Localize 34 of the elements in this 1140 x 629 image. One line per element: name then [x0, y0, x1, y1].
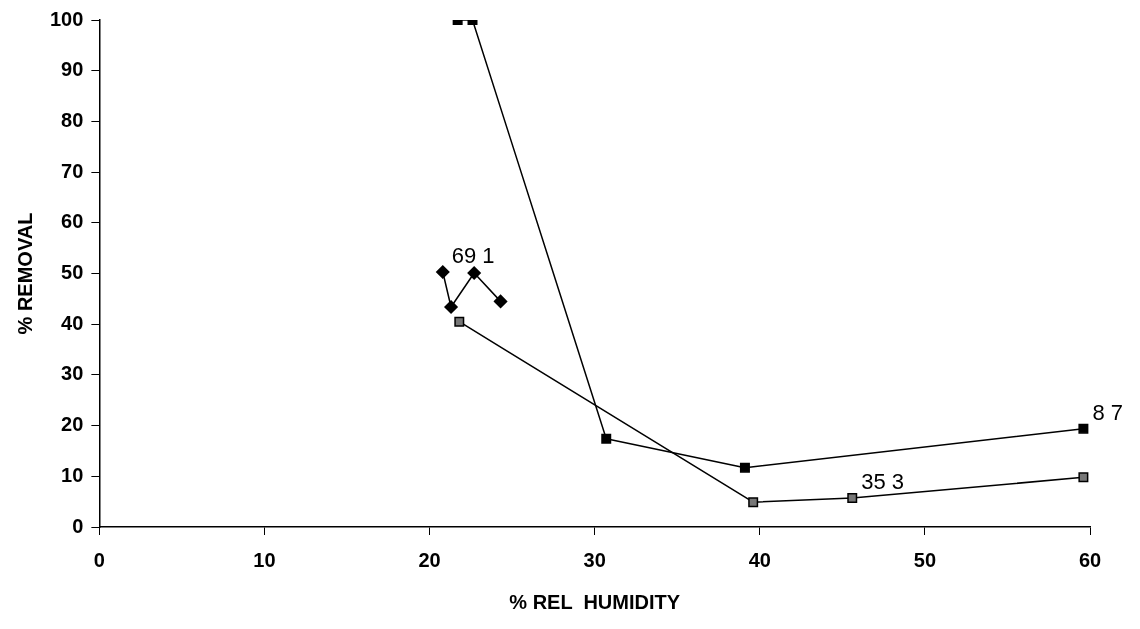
point — [1078, 472, 1089, 483]
point — [454, 316, 465, 327]
y-tick-label: 90 — [61, 58, 84, 81]
y-tick-label: 50 — [61, 261, 84, 284]
y-tick-label: 10 — [61, 463, 84, 486]
y-tick-label: 70 — [61, 159, 84, 182]
point — [748, 497, 759, 508]
point — [493, 294, 508, 309]
y-tick-label: 30 — [61, 362, 84, 385]
point — [1078, 423, 1089, 434]
y-tick-label: 100 — [49, 7, 84, 30]
point — [739, 462, 750, 473]
point — [436, 265, 450, 279]
x-tick-label: 10 — [253, 548, 276, 571]
annotation: 35 3 — [861, 469, 905, 495]
x-axis-title: % REL HUMIDITY — [509, 590, 681, 613]
y-tick-label: 60 — [61, 210, 84, 233]
point — [847, 493, 858, 504]
x-tick-label: 40 — [748, 548, 771, 571]
point — [444, 300, 458, 314]
y-tick-label: 80 — [61, 108, 84, 131]
x-tick-label: 30 — [583, 548, 606, 571]
x-tick-label: 60 — [1078, 548, 1102, 571]
annotation: 69 1 — [451, 243, 495, 269]
annotation: 8 7 — [1092, 399, 1123, 425]
x-tick-label: 20 — [418, 548, 441, 571]
point — [601, 433, 612, 444]
y-tick-label: 20 — [61, 413, 84, 436]
point — [467, 266, 481, 280]
y-tick-label: 0 — [72, 514, 84, 537]
y-axis-title: % REMOVAL — [13, 212, 36, 335]
x-tick-label: 0 — [93, 548, 105, 571]
x-tick-label: 50 — [913, 548, 937, 571]
y-tick-label: 40 — [61, 311, 84, 334]
